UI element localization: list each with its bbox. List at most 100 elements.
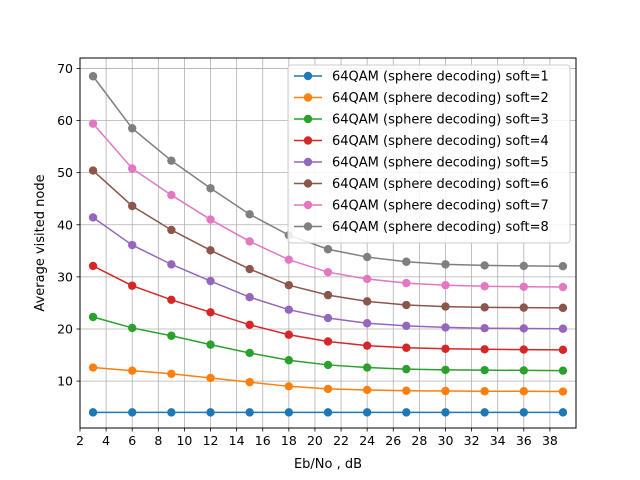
data-point: [245, 320, 254, 330]
legend-marker: [303, 157, 313, 167]
data-point: [88, 363, 98, 372]
data-point: [402, 300, 411, 310]
data-point: [167, 260, 176, 269]
legend-marker: [303, 71, 313, 81]
data-point: [88, 166, 98, 175]
data-point: [558, 324, 568, 333]
x-tick-label: 30: [438, 433, 454, 448]
data-point: [558, 408, 568, 417]
data-point: [362, 341, 372, 350]
data-point: [480, 282, 489, 291]
x-tick-label: 4: [102, 433, 110, 448]
data-point: [441, 260, 450, 269]
data-point: [128, 240, 137, 250]
data-point: [402, 408, 411, 417]
data-point: [402, 386, 411, 395]
data-point: [402, 278, 411, 288]
series-soft-2: [88, 363, 568, 396]
data-point: [167, 331, 176, 340]
x-tick-label: 26: [385, 433, 401, 448]
data-point: [402, 257, 411, 266]
data-point: [558, 261, 568, 271]
data-point: [480, 408, 489, 417]
data-point: [167, 225, 176, 235]
data-point: [558, 282, 568, 292]
data-point: [128, 164, 137, 173]
x-tick-label: 18: [281, 433, 297, 448]
data-point: [88, 119, 98, 128]
data-point: [88, 312, 98, 322]
legend-label: 64QAM (sphere decoding) soft=1: [332, 70, 549, 85]
legend-entry: 64QAM (sphere decoding) soft=6: [294, 177, 549, 192]
data-point: [362, 274, 372, 284]
data-point: [558, 345, 568, 355]
data-point: [362, 252, 372, 262]
legend-label: 64QAM (sphere decoding) soft=8: [332, 220, 549, 235]
data-point: [245, 348, 254, 358]
data-point: [480, 303, 489, 312]
data-point: [519, 303, 528, 312]
data-point: [323, 267, 333, 277]
y-tick-label: 70: [57, 61, 73, 76]
data-point: [362, 408, 372, 417]
ticks: 2 4 6 8 10 12 14 16 18 20 22 24 26 28 30 32 34 36 38102030…: [57, 61, 558, 448]
data-point: [128, 124, 137, 133]
x-tick-label: 10: [176, 433, 192, 448]
data-point: [480, 324, 489, 333]
data-point: [167, 369, 176, 379]
data-point: [167, 408, 176, 417]
legend-entry: 64QAM (sphere decoding) soft=7: [294, 199, 549, 214]
data-point: [206, 340, 215, 349]
data-point: [362, 363, 372, 372]
series-soft-3: [88, 312, 568, 375]
data-point: [284, 408, 294, 417]
data-point: [323, 360, 333, 370]
y-tick-label: 10: [57, 374, 73, 389]
data-point: [558, 303, 568, 313]
legend-entry: 64QAM (sphere decoding) soft=2: [294, 91, 549, 106]
data-point: [284, 330, 294, 339]
data-point: [284, 305, 294, 314]
y-tick-label: 20: [57, 321, 73, 336]
series-soft-1: [88, 408, 568, 417]
x-tick-label: 12: [203, 433, 219, 448]
legend-label: 64QAM (sphere decoding) soft=3: [332, 113, 549, 128]
legend: 64QAM (sphere decoding) soft=1 64QAM (sph…: [287, 64, 571, 244]
data-point: [206, 184, 215, 193]
plot-frame: [79, 57, 577, 429]
x-tick-label: 36: [516, 433, 532, 448]
legend-marker: [303, 200, 313, 210]
data-point: [323, 337, 333, 346]
x-tick-label: 24: [359, 433, 375, 448]
legend-box: [287, 64, 571, 244]
legend-entry: 64QAM (sphere decoding) soft=1: [294, 70, 549, 85]
legend-label: 64QAM (sphere decoding) soft=2: [332, 91, 549, 106]
data-point: [245, 292, 254, 302]
data-point: [88, 261, 98, 271]
data-point: [519, 282, 528, 291]
x-tick-label: 8: [154, 433, 162, 448]
x-tick-label: 14: [229, 433, 245, 448]
data-point: [441, 365, 450, 375]
data-point: [284, 356, 294, 365]
data-point: [323, 290, 333, 300]
legend-label: 64QAM (sphere decoding) soft=4: [332, 134, 549, 149]
data-point: [480, 365, 489, 375]
data-point: [167, 295, 176, 305]
series-soft-5: [88, 213, 568, 333]
data-point: [441, 281, 450, 290]
y-tick-label: 30: [57, 269, 73, 284]
series-layer: [88, 72, 568, 417]
legend-label: 64QAM (sphere decoding) soft=6: [332, 177, 549, 192]
data-point: [480, 261, 489, 270]
x-tick-label: 38: [542, 433, 558, 448]
data-point: [519, 345, 528, 354]
x-tick-label: 2: [76, 433, 84, 448]
data-point: [284, 382, 294, 391]
data-point: [284, 255, 294, 264]
data-point: [167, 156, 176, 165]
data-point: [480, 387, 489, 396]
x-tick-label: 22: [333, 433, 349, 448]
x-tick-label: 32: [464, 433, 480, 448]
